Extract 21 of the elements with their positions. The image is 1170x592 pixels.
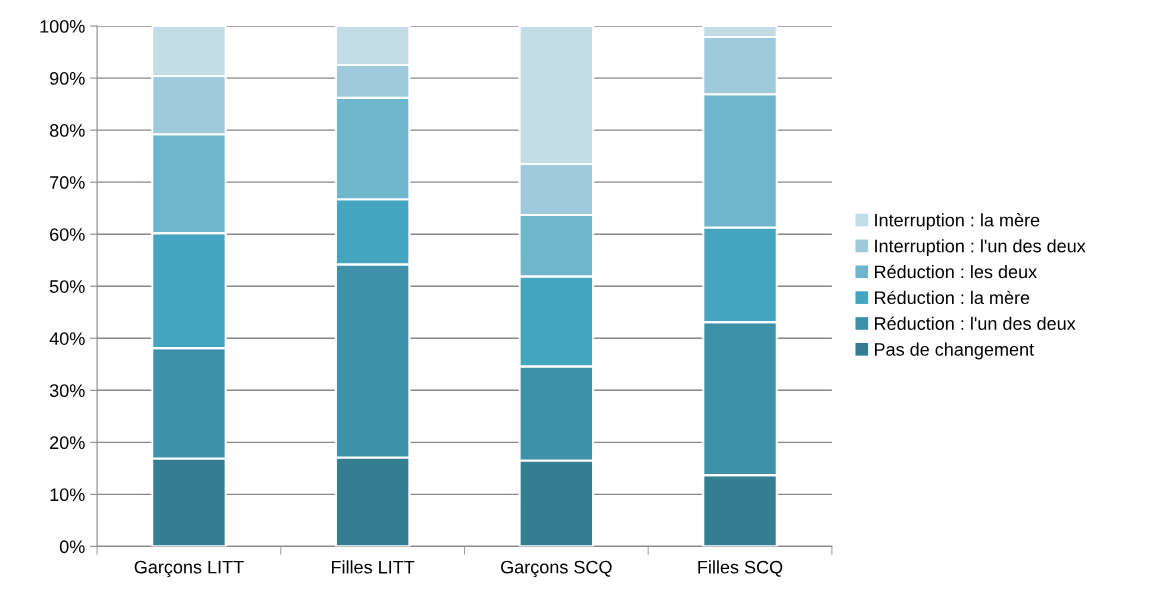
x-tick-label: Filles LITT (332, 560, 415, 574)
legend-label: Pas de changement (875, 342, 1034, 360)
y-tick-label: 10% (50, 488, 85, 502)
legend-label: Réduction : les deux (875, 264, 1037, 279)
y-tick-label: 100% (40, 19, 85, 33)
y-tick-label: 30% (49, 384, 85, 398)
y-tick-label: 50% (49, 280, 85, 293)
legend-label: Interruption : la mère (875, 213, 1040, 231)
y-tick-label: 40% (49, 332, 85, 345)
y-tick-label: 20% (50, 436, 85, 450)
x-tick-label: Garçons LITT (134, 560, 244, 578)
y-tick-label: 80% (49, 124, 85, 137)
y-tick-label: 70% (50, 176, 85, 189)
x-tick-label: Filles SCQ (698, 560, 783, 577)
legend-label: Réduction : l'un des deux (875, 316, 1076, 330)
legend-label: Interruption : l'un des deux (875, 239, 1086, 256)
legend-label: Réduction : la mère (875, 290, 1030, 305)
y-tick-label: 0% (59, 540, 85, 554)
x-tick-label: Garçons SCQ (501, 560, 612, 578)
y-tick-label: 60% (50, 228, 85, 241)
y-tick-label: 90% (50, 72, 85, 85)
